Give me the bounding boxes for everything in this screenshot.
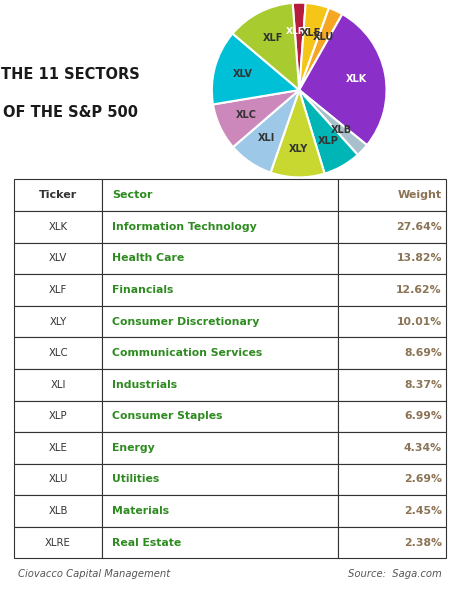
Bar xyxy=(14,179,102,211)
Text: Real Estate: Real Estate xyxy=(112,538,181,548)
Bar xyxy=(14,527,102,558)
Bar xyxy=(14,274,102,306)
Text: OF THE S&P 500: OF THE S&P 500 xyxy=(2,105,137,120)
Bar xyxy=(14,464,102,495)
Bar xyxy=(102,306,337,337)
Text: Ticker: Ticker xyxy=(39,190,77,200)
Text: Consumer Discretionary: Consumer Discretionary xyxy=(112,316,259,327)
Bar xyxy=(14,243,102,274)
Text: 12.62%: 12.62% xyxy=(395,285,441,295)
Text: XLI: XLI xyxy=(50,380,66,390)
Bar xyxy=(337,211,445,243)
Bar xyxy=(102,274,337,306)
Bar xyxy=(14,401,102,432)
Bar xyxy=(14,432,102,464)
Text: XLB: XLB xyxy=(48,506,68,516)
Bar xyxy=(102,495,337,527)
Text: XLE: XLE xyxy=(49,443,67,453)
Bar xyxy=(337,179,445,211)
Bar xyxy=(102,369,337,401)
Text: XLRE: XLRE xyxy=(45,538,71,548)
Text: Health Care: Health Care xyxy=(112,253,184,263)
Bar xyxy=(102,179,337,211)
Text: 10.01%: 10.01% xyxy=(396,316,441,327)
Bar xyxy=(102,464,337,495)
Bar xyxy=(337,495,445,527)
Text: Financials: Financials xyxy=(112,285,173,295)
Text: XLP: XLP xyxy=(49,411,67,421)
Text: XLY: XLY xyxy=(50,316,67,327)
Text: Sector: Sector xyxy=(112,190,152,200)
Bar xyxy=(102,432,337,464)
Bar xyxy=(14,495,102,527)
Bar xyxy=(337,401,445,432)
Bar xyxy=(14,306,102,337)
Bar xyxy=(337,527,445,558)
Text: 27.64%: 27.64% xyxy=(395,222,441,232)
Bar xyxy=(102,401,337,432)
Text: Consumer Staples: Consumer Staples xyxy=(112,411,222,421)
Text: 2.45%: 2.45% xyxy=(403,506,441,516)
Bar xyxy=(337,369,445,401)
Text: Materials: Materials xyxy=(112,506,168,516)
Text: Industrials: Industrials xyxy=(112,380,177,390)
Text: 13.82%: 13.82% xyxy=(396,253,441,263)
Text: 2.69%: 2.69% xyxy=(403,474,441,485)
Text: Communication Services: Communication Services xyxy=(112,348,262,358)
Text: Source:  Saga.com: Source: Saga.com xyxy=(347,569,441,579)
Bar xyxy=(14,337,102,369)
Text: Utilities: Utilities xyxy=(112,474,159,485)
Bar xyxy=(14,369,102,401)
Text: 4.34%: 4.34% xyxy=(403,443,441,453)
Text: XLC: XLC xyxy=(48,348,68,358)
Text: Ciovacco Capital Management: Ciovacco Capital Management xyxy=(18,569,170,579)
Bar xyxy=(337,337,445,369)
Bar xyxy=(337,432,445,464)
Bar xyxy=(337,243,445,274)
Text: XLV: XLV xyxy=(49,253,67,263)
Text: XLK: XLK xyxy=(49,222,67,232)
Bar xyxy=(337,306,445,337)
Bar xyxy=(102,337,337,369)
Bar xyxy=(102,243,337,274)
Bar xyxy=(14,211,102,243)
Text: 2.38%: 2.38% xyxy=(403,538,441,548)
Text: 8.69%: 8.69% xyxy=(403,348,441,358)
Text: Information Technology: Information Technology xyxy=(112,222,256,232)
Text: XLF: XLF xyxy=(49,285,67,295)
Text: Weight: Weight xyxy=(397,190,441,200)
Bar xyxy=(102,211,337,243)
Text: 6.99%: 6.99% xyxy=(403,411,441,421)
Text: 8.37%: 8.37% xyxy=(403,380,441,390)
Bar xyxy=(337,274,445,306)
Text: THE 11 SECTORS: THE 11 SECTORS xyxy=(0,67,139,82)
Bar xyxy=(102,527,337,558)
Bar xyxy=(337,464,445,495)
Text: Energy: Energy xyxy=(112,443,154,453)
Text: XLU: XLU xyxy=(48,474,67,485)
